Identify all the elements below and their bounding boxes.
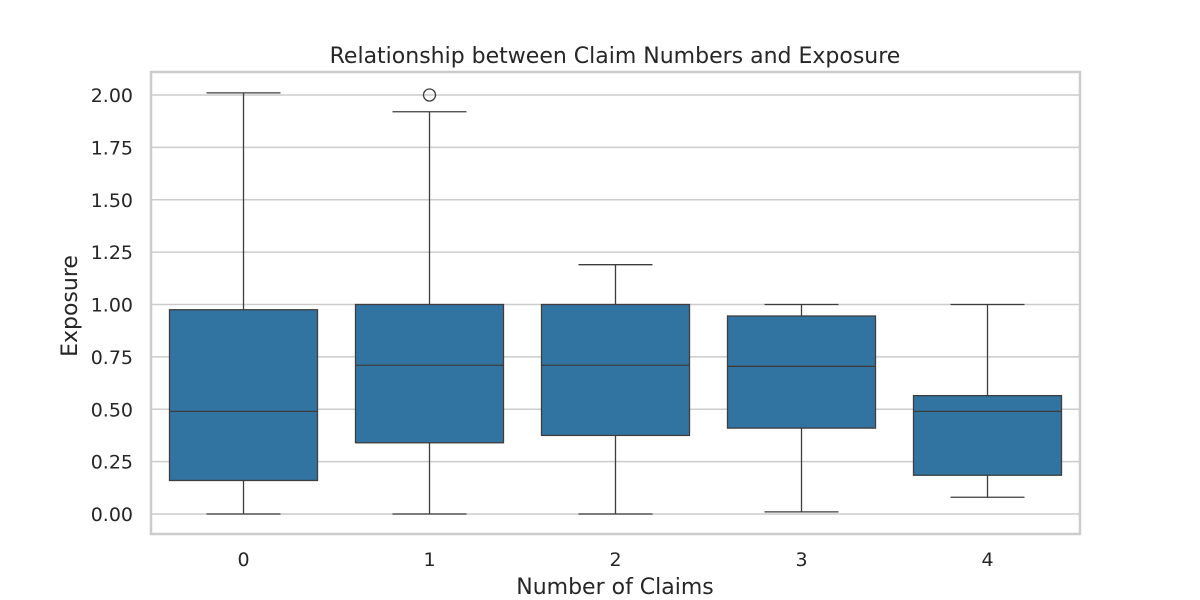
plot-frame	[149, 70, 1082, 536]
y-axis-label: Exposure	[58, 255, 83, 357]
box-group-4	[912, 303, 1063, 498]
box-layer	[168, 88, 1063, 515]
x-tick-label: 4	[981, 549, 993, 571]
y-tick-label: 1.00	[91, 295, 133, 317]
y-tick-label: 0.25	[91, 452, 133, 474]
y-tick-label: 1.25	[91, 242, 133, 264]
outlier-point	[422, 88, 437, 102]
box-group-2	[540, 264, 691, 515]
box-iqr	[168, 309, 319, 482]
y-tick-label: 2.00	[91, 85, 133, 107]
box-group-1	[354, 88, 505, 515]
box-group-3	[726, 303, 877, 513]
x-tick-label: 1	[423, 549, 435, 571]
x-tick-label: 3	[795, 549, 807, 571]
box-iqr	[912, 394, 1063, 476]
y-tick-labels: 0.00 0.25 0.50 0.75 1.00 1.25 1.50 1.75 2.00	[91, 85, 133, 526]
y-tick-label: 1.50	[91, 190, 133, 212]
box-group-0	[168, 92, 319, 515]
y-tick-label: 1.75	[91, 137, 133, 159]
box-iqr	[354, 303, 505, 444]
x-tick-label: 2	[609, 549, 621, 571]
x-tick-label: 0	[237, 549, 249, 571]
y-tick-label: 0.75	[91, 347, 133, 369]
x-axis-label: Number of Claims	[516, 575, 714, 600]
x-tick-labels: 0 1 2 3 4	[237, 549, 993, 571]
box-iqr	[540, 303, 691, 437]
y-tick-label: 0.00	[91, 504, 133, 526]
box-iqr	[726, 315, 877, 429]
chart-title: Relationship between Claim Numbers and E…	[330, 44, 901, 69]
y-tick-label: 0.50	[91, 399, 133, 421]
